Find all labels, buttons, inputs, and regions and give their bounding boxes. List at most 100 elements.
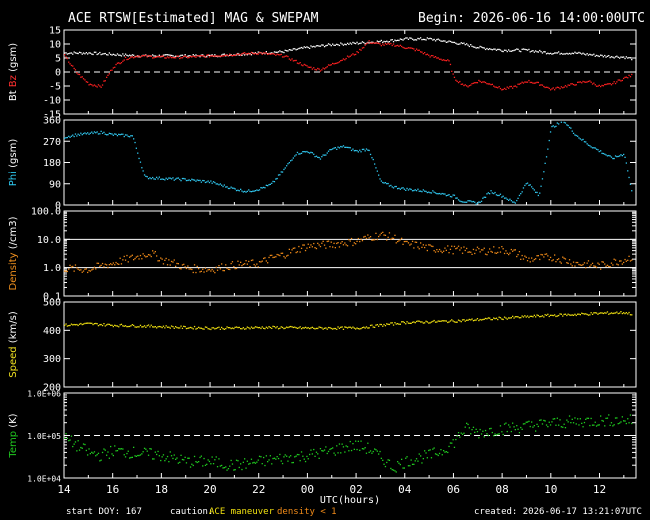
data-point <box>526 421 529 423</box>
data-point <box>116 263 119 265</box>
data-point <box>92 323 94 326</box>
data-point <box>333 327 335 330</box>
data-point <box>387 182 389 185</box>
data-point <box>541 52 544 54</box>
data-point <box>386 40 388 42</box>
data-point <box>558 258 560 260</box>
data-point <box>376 450 378 452</box>
data-point <box>244 190 246 193</box>
data-point <box>286 55 288 57</box>
data-point <box>594 421 596 423</box>
data-point <box>131 324 133 326</box>
data-point <box>378 235 380 238</box>
data-point <box>426 37 428 39</box>
data-point <box>444 320 446 322</box>
data-point <box>111 324 113 326</box>
data-point <box>441 454 443 456</box>
data-point <box>426 457 428 459</box>
data-point <box>120 62 123 64</box>
data-point <box>170 178 173 180</box>
data-point <box>453 41 456 44</box>
data-point <box>206 56 208 58</box>
data-point <box>70 323 73 325</box>
data-point <box>315 451 318 453</box>
data-point <box>491 49 493 51</box>
data-point <box>434 321 437 323</box>
data-point <box>367 42 369 44</box>
data-point <box>95 51 97 53</box>
data-point <box>595 266 598 268</box>
data-point <box>296 327 299 329</box>
data-point <box>130 55 132 57</box>
y-tick-label: 1.0E+05 <box>27 432 61 441</box>
data-point <box>489 428 491 430</box>
data-point <box>303 327 305 329</box>
data-point <box>145 256 147 258</box>
data-point <box>501 196 503 198</box>
data-point <box>531 50 533 52</box>
data-point <box>221 184 223 186</box>
data-point <box>80 76 82 78</box>
data-point <box>166 264 169 266</box>
data-point <box>513 201 515 203</box>
data-point <box>225 55 227 57</box>
data-point <box>96 454 98 456</box>
data-point <box>402 39 404 41</box>
data-point <box>341 326 343 328</box>
data-point <box>180 325 182 327</box>
data-point <box>452 439 454 441</box>
data-point <box>359 149 361 151</box>
data-point <box>329 448 331 451</box>
data-point <box>401 458 403 460</box>
data-point <box>99 133 101 135</box>
data-point <box>616 55 618 57</box>
data-point <box>352 326 354 328</box>
data-point <box>586 143 588 145</box>
data-point <box>499 49 502 51</box>
data-point <box>560 426 562 428</box>
data-point <box>528 48 530 51</box>
data-point <box>398 45 400 47</box>
data-point <box>322 154 324 156</box>
x-tick-label: 06 <box>447 483 460 496</box>
data-point <box>363 46 365 49</box>
data-point <box>514 249 516 251</box>
data-point <box>361 327 364 329</box>
data-point <box>208 181 211 184</box>
data-point <box>426 191 428 194</box>
data-point <box>69 52 71 54</box>
data-point <box>623 261 625 264</box>
data-point <box>510 430 512 433</box>
data-point <box>97 84 100 86</box>
data-point <box>558 123 560 125</box>
data-point <box>265 326 267 328</box>
data-point <box>426 53 428 55</box>
data-point <box>333 63 335 65</box>
data-point <box>547 52 549 54</box>
data-point <box>272 53 274 55</box>
data-point <box>84 443 86 446</box>
data-point <box>64 324 66 326</box>
series-bt <box>64 37 633 61</box>
data-point <box>103 266 105 268</box>
data-point <box>406 187 408 190</box>
data-point <box>172 326 174 328</box>
data-point <box>81 76 83 78</box>
data-point <box>288 326 290 328</box>
data-point <box>124 56 127 58</box>
data-point <box>593 53 595 55</box>
data-point <box>73 135 75 138</box>
data-point <box>391 39 393 41</box>
data-point <box>598 312 600 314</box>
data-point <box>451 196 453 198</box>
data-point <box>111 264 113 266</box>
data-point <box>409 465 411 467</box>
data-point <box>170 57 173 59</box>
data-point <box>464 84 466 86</box>
data-point <box>528 79 530 82</box>
data-point <box>455 321 457 323</box>
data-point <box>540 51 542 53</box>
data-point <box>279 254 281 257</box>
data-point <box>350 327 353 329</box>
data-point <box>161 258 163 260</box>
